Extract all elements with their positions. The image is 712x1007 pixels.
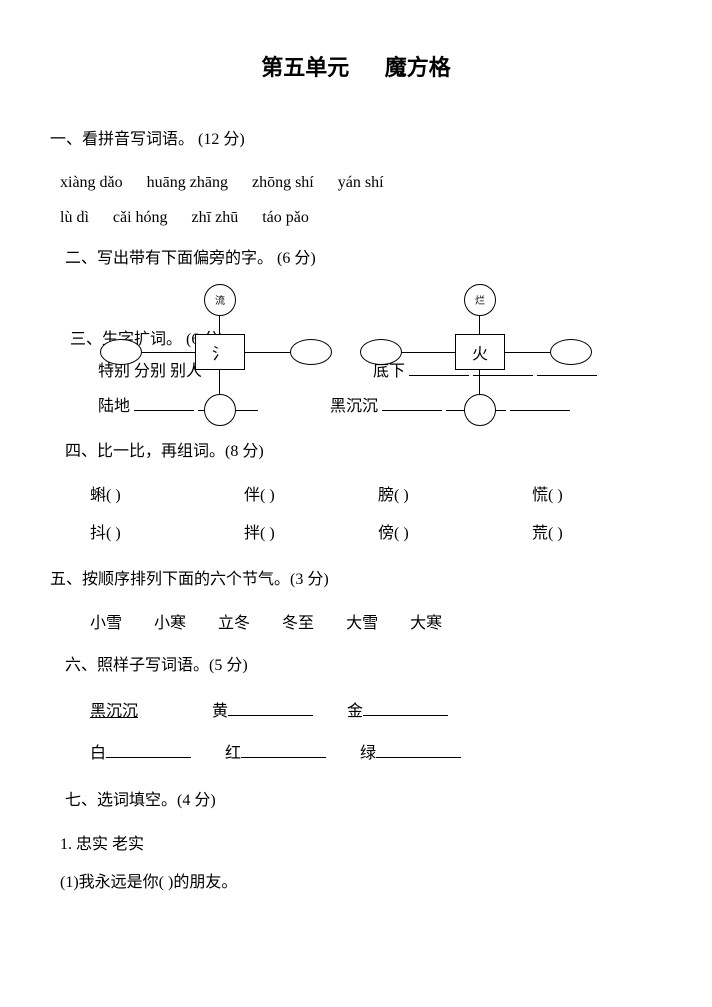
blank bbox=[106, 740, 191, 758]
right-circle bbox=[290, 339, 332, 365]
q6-example: 黑沉沉 bbox=[90, 703, 138, 720]
bottom-circle bbox=[464, 394, 496, 426]
connector bbox=[219, 370, 220, 394]
season-term: 大雪 bbox=[346, 615, 378, 632]
q7-item1: (1)我永远是你( )的朋友。 bbox=[50, 864, 662, 902]
q4-item: 荒( ) bbox=[532, 515, 563, 553]
q6-prompt: 金 bbox=[347, 703, 363, 720]
q5-header: 五、按顺序排列下面的六个节气。(3 分) bbox=[50, 562, 662, 597]
season-term: 大寒 bbox=[410, 615, 442, 632]
connector bbox=[479, 370, 480, 394]
top-circle: 流 bbox=[204, 284, 236, 316]
q6-prompt: 绿 bbox=[360, 745, 376, 762]
blank bbox=[510, 393, 570, 411]
q6-prompt: 黄 bbox=[212, 703, 228, 720]
q5-items: 小雪 小寒 立冬 冬至 大雪 大寒 bbox=[50, 605, 662, 643]
left-circle bbox=[100, 339, 142, 365]
blank bbox=[376, 740, 461, 758]
season-term: 小寒 bbox=[154, 615, 186, 632]
pinyin-word: táo pǎo bbox=[262, 209, 309, 226]
title-part2: 魔方格 bbox=[385, 55, 451, 80]
q6-prompt: 白 bbox=[90, 745, 106, 762]
q3-row2b-label: 黑沉沉 bbox=[330, 398, 378, 415]
worksheet-title: 第五单元 魔方格 bbox=[50, 50, 662, 82]
q7-header: 七、选词填空。(4 分) bbox=[50, 783, 662, 818]
q1-pinyin-row2: lù dì cǎi hóng zhī zhū táo pǎo bbox=[50, 200, 662, 235]
q4-item: 慌( ) bbox=[532, 477, 563, 515]
pinyin-word: xiàng dǎo bbox=[60, 174, 123, 191]
q3-row2b: 黑沉沉 bbox=[330, 389, 570, 424]
pinyin-word: lù dì bbox=[60, 209, 89, 226]
q3-row1b-label: 底下 bbox=[373, 363, 405, 380]
pinyin-word: cǎi hóng bbox=[113, 209, 168, 226]
q4-item: 傍( ) bbox=[378, 515, 528, 553]
bottom-circle bbox=[204, 394, 236, 426]
q6-row1: 黑沉沉 黄 金 bbox=[50, 691, 662, 733]
center-radical: 氵 bbox=[195, 334, 245, 370]
title-part1: 第五单元 bbox=[261, 55, 349, 80]
season-term: 立冬 bbox=[218, 615, 250, 632]
q1-pinyin-row1: xiàng dǎo huāng zhāng zhōng shí yán shí bbox=[50, 165, 662, 200]
connector bbox=[402, 352, 455, 353]
center-radical: 火 bbox=[455, 334, 505, 370]
season-term: 冬至 bbox=[282, 615, 314, 632]
q4-item: 拌( ) bbox=[244, 515, 374, 553]
left-circle bbox=[360, 339, 402, 365]
blank bbox=[228, 698, 313, 716]
connector bbox=[245, 352, 290, 353]
top-circle: 烂 bbox=[464, 284, 496, 316]
q4-row2: 抖( ) 拌( ) 傍( ) 荒( ) bbox=[50, 515, 662, 553]
blank bbox=[382, 393, 442, 411]
pinyin-word: yán shí bbox=[338, 174, 384, 191]
connector bbox=[219, 316, 220, 334]
right-circle bbox=[550, 339, 592, 365]
q4-row1: 蝌( ) 伴( ) 膀( ) 慌( ) bbox=[50, 477, 662, 515]
radical-diagrams: 三、生字扩词。 (6 分) 特别 分别 别人 底下 陆地 黑沉沉 流 氵 烂 火 bbox=[50, 284, 662, 424]
connector bbox=[142, 352, 195, 353]
connector bbox=[479, 316, 480, 334]
q6-prompt: 红 bbox=[225, 745, 241, 762]
q6-header: 六、照样子写词语。(5 分) bbox=[50, 648, 662, 683]
blank bbox=[363, 698, 448, 716]
pinyin-word: zhōng shí bbox=[252, 174, 314, 191]
q4-header: 四、比一比，再组词。(8 分) bbox=[50, 434, 662, 469]
q7-sub1: 1. 忠实 老实 bbox=[50, 826, 662, 864]
season-term: 小雪 bbox=[90, 615, 122, 632]
pinyin-word: huāng zhāng bbox=[147, 174, 228, 191]
blank bbox=[134, 393, 194, 411]
q3-row2a-label: 陆地 bbox=[98, 398, 130, 415]
q4-item: 伴( ) bbox=[244, 477, 374, 515]
q4-item: 抖( ) bbox=[90, 515, 240, 553]
q6-row2: 白 红 绿 bbox=[50, 733, 662, 775]
blank bbox=[241, 740, 326, 758]
q2-header: 二、写出带有下面偏旁的字。 (6 分) bbox=[50, 241, 662, 276]
pinyin-word: zhī zhū bbox=[192, 209, 239, 226]
q4-item: 蝌( ) bbox=[90, 477, 240, 515]
connector bbox=[505, 352, 550, 353]
q4-item: 膀( ) bbox=[378, 477, 528, 515]
q1-header: 一、看拼音写词语。 (12 分) bbox=[50, 122, 662, 157]
